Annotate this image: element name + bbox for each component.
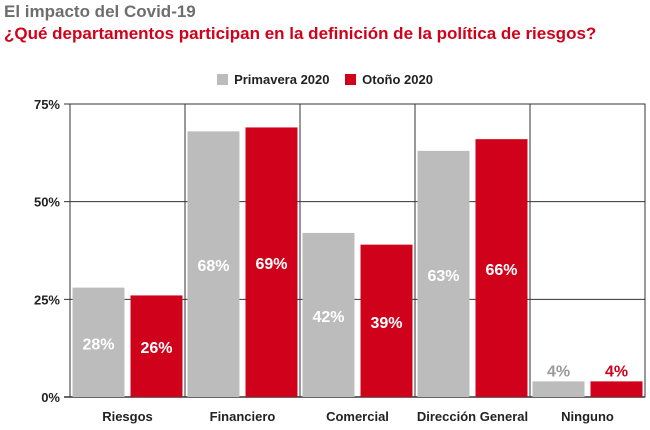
y-tick-label: 50% bbox=[34, 195, 60, 210]
data-label: 28% bbox=[82, 336, 114, 353]
x-tick-label: Comercial bbox=[326, 409, 389, 424]
bar bbox=[475, 139, 528, 397]
legend-label-series-1: Primavera 2020 bbox=[234, 72, 330, 87]
bar bbox=[130, 295, 183, 397]
bar bbox=[360, 244, 413, 397]
data-label: 26% bbox=[140, 340, 172, 357]
bar bbox=[417, 150, 470, 397]
legend-item-series-1: Primavera 2020 bbox=[217, 72, 330, 87]
x-tick-label: Riesgos bbox=[102, 409, 153, 424]
data-label: 4% bbox=[605, 363, 628, 380]
legend-label-series-2: Otoño 2020 bbox=[362, 72, 433, 87]
data-label: 42% bbox=[312, 309, 344, 326]
legend: Primavera 2020 Otoño 2020 bbox=[0, 72, 650, 88]
bar bbox=[245, 127, 298, 397]
legend-swatch-series-1 bbox=[217, 74, 229, 85]
bar bbox=[532, 381, 585, 397]
y-tick-label: 75% bbox=[34, 97, 60, 112]
legend-item-series-2: Otoño 2020 bbox=[345, 72, 433, 87]
data-label: 69% bbox=[255, 256, 287, 273]
bar bbox=[187, 131, 240, 397]
legend-swatch-series-2 bbox=[345, 74, 357, 85]
x-tick-label: Dirección General bbox=[417, 409, 528, 424]
data-label: 66% bbox=[485, 262, 517, 279]
data-label: 4% bbox=[547, 363, 570, 380]
data-label: 39% bbox=[370, 315, 402, 332]
data-label: 63% bbox=[427, 268, 459, 285]
bar bbox=[590, 381, 643, 397]
chart-title: ¿Qué departamentos participan en la defi… bbox=[4, 24, 597, 43]
x-tick-label: Financiero bbox=[210, 409, 276, 424]
data-label: 68% bbox=[197, 258, 229, 275]
chart-supertitle: El impacto del Covid-19 bbox=[4, 2, 196, 21]
x-tick-label: Ninguno bbox=[561, 409, 614, 424]
y-tick-label: 0% bbox=[41, 390, 60, 405]
y-tick-label: 25% bbox=[34, 292, 60, 307]
bar bbox=[72, 287, 125, 397]
bar bbox=[302, 232, 355, 397]
